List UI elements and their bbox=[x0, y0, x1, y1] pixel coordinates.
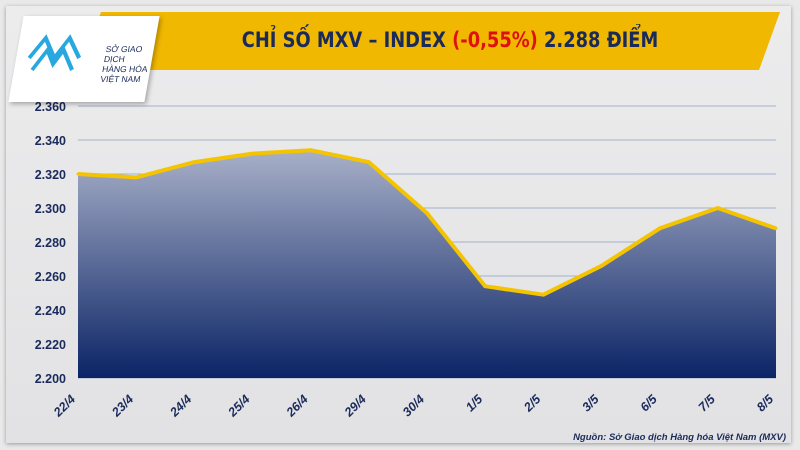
area-fill bbox=[78, 150, 776, 378]
title-banner bbox=[80, 12, 780, 70]
title-change: (-0,55%) bbox=[452, 28, 538, 52]
logo-mark-icon bbox=[27, 34, 82, 72]
y-tick-label: 2.280 bbox=[35, 236, 66, 250]
data-point bbox=[309, 148, 313, 152]
y-tick-label: 2.240 bbox=[35, 304, 66, 318]
x-tick-label: 23/4 bbox=[108, 392, 136, 420]
y-tick-label: 2.300 bbox=[35, 202, 66, 216]
x-tick-label: 22/4 bbox=[50, 392, 78, 420]
data-point bbox=[425, 211, 429, 215]
logo-line: HÀNG HÓA bbox=[101, 64, 149, 74]
y-tick-label: 2.340 bbox=[35, 134, 66, 148]
x-tick-label: 30/4 bbox=[400, 392, 427, 419]
x-tick-label: 8/5 bbox=[754, 391, 777, 414]
y-tick-label: 2.200 bbox=[35, 372, 66, 386]
data-point bbox=[541, 293, 545, 297]
data-point bbox=[251, 152, 254, 156]
y-tick-label: 2.320 bbox=[35, 168, 66, 182]
logo-line: SỞ GIAO DỊCH bbox=[103, 44, 144, 64]
x-tick-label: 26/4 bbox=[283, 392, 311, 420]
title-prefix: CHỈ SỐ MXV – INDEX bbox=[241, 28, 453, 52]
data-point bbox=[76, 172, 80, 176]
data-point bbox=[774, 226, 778, 230]
x-tick-label: 25/4 bbox=[225, 392, 253, 420]
mxv-logo: SỞ GIAO DỊCH HÀNG HÓA VIỆT NAM bbox=[8, 16, 160, 102]
data-point bbox=[716, 206, 720, 210]
data-point bbox=[134, 175, 138, 179]
logo-line: VIỆT NAM bbox=[99, 74, 142, 84]
data-point bbox=[483, 284, 487, 288]
x-tick-label: 24/4 bbox=[167, 392, 195, 420]
title-suffix: 2.288 ĐIỂM bbox=[537, 28, 659, 52]
data-point bbox=[600, 264, 603, 268]
x-tick-label: 3/5 bbox=[579, 391, 602, 414]
x-tick-label: 1/5 bbox=[463, 391, 486, 414]
x-tick-label: 29/4 bbox=[341, 392, 369, 420]
x-tick-label: 6/5 bbox=[638, 391, 661, 414]
source-note: Nguồn: Sở Giao dịch Hàng hóa Việt Nam (M… bbox=[573, 432, 786, 443]
data-point bbox=[192, 160, 196, 164]
x-tick-label: 7/5 bbox=[696, 391, 719, 414]
y-tick-label: 2.220 bbox=[35, 338, 66, 352]
y-tick-label: 2.360 bbox=[35, 100, 66, 114]
x-tick-label: 2/5 bbox=[521, 391, 545, 415]
chart-title: CHỈ SỐ MXV – INDEX (-0,55%) 2.288 ĐIỂM bbox=[195, 28, 705, 52]
data-point bbox=[658, 226, 662, 230]
y-tick-label: 2.260 bbox=[35, 270, 66, 284]
data-point bbox=[367, 160, 371, 164]
